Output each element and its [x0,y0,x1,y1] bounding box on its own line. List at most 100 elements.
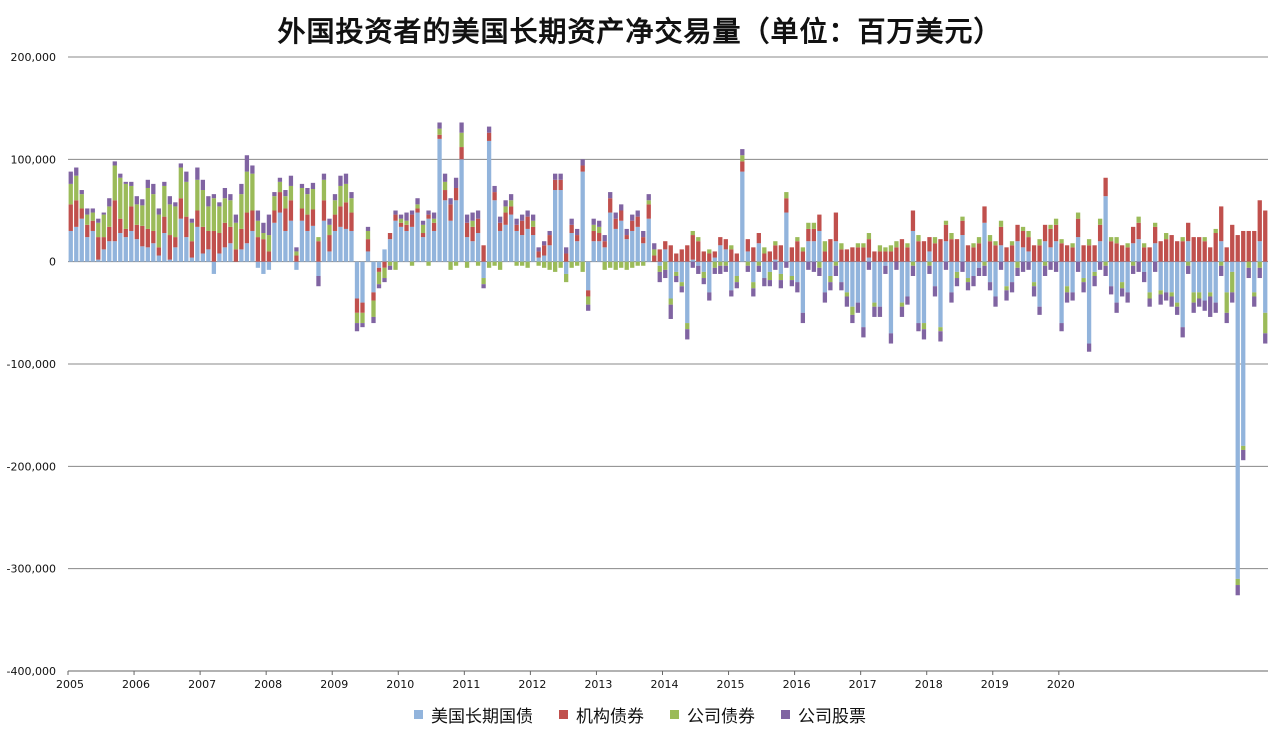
bar-1 [740,161,745,172]
bar-2 [888,245,894,252]
bar-1 [674,253,679,262]
bar-3 [1092,275,1097,287]
bar-2 [167,204,172,236]
bar-2 [360,312,365,324]
bar-1 [800,251,806,262]
bar-1 [1186,222,1191,242]
bar-2 [1202,237,1207,242]
bar-2 [492,261,497,266]
bar-3 [657,271,662,283]
bar-1 [789,247,794,262]
bar-1 [398,222,404,227]
bar-1 [1114,243,1119,262]
bar-0 [206,249,211,262]
bar-2 [1219,261,1224,266]
bar-3 [398,214,404,219]
bar-2 [283,196,288,209]
bar-2 [514,261,519,266]
bar-3 [1042,265,1048,276]
bar-1 [624,235,629,240]
x-tick-label: 2020 [1047,678,1075,691]
bar-2 [74,175,79,201]
bar-3 [987,282,993,291]
bar-1 [630,220,635,231]
bar-2 [211,198,217,231]
bar-2 [751,282,756,289]
bar-3 [883,265,888,274]
bar-0 [1191,261,1196,293]
bar-0 [855,261,861,303]
bar-0 [332,230,338,262]
bar-0 [481,261,486,279]
bar-1 [514,224,519,231]
bar-3 [101,212,106,215]
bar-2 [833,261,839,266]
y-tick-label: 100,000 [11,153,57,166]
bar-2 [872,302,877,307]
bar-0 [525,228,530,262]
bar-3 [597,220,602,227]
bar-1 [1103,177,1108,197]
bar-0 [789,261,794,276]
bar-2 [542,261,547,268]
bar-3 [921,329,927,340]
bar-1 [316,241,321,262]
bar-0 [79,218,84,262]
bar-0 [872,261,877,303]
bar-3 [1075,261,1081,272]
bar-1 [806,228,811,242]
bar-3 [547,230,552,236]
bar-2 [850,306,855,315]
bar-1 [365,239,371,252]
bar-3 [129,181,134,186]
bar-2 [68,183,73,205]
bar-1 [883,251,888,262]
bar-0 [921,261,927,324]
bar-1 [1020,230,1026,248]
bar-0 [927,251,932,262]
bar-2 [481,278,486,285]
bar-1 [773,245,778,260]
bar-3 [409,210,415,215]
bar-3 [211,194,217,199]
bar-0 [536,257,541,262]
bar-3 [1048,261,1053,270]
bar-1 [1026,237,1031,252]
bar-2 [327,224,332,236]
bar-1 [393,214,398,221]
bar-0 [987,261,993,283]
bar-1 [987,241,993,262]
bar-1 [899,239,905,262]
bar-1 [519,220,525,236]
bar-2 [657,265,662,272]
bar-0 [1004,261,1009,287]
bar-0 [729,261,734,291]
bar-2 [151,194,156,231]
bar-3 [542,241,547,246]
bar-3 [602,235,607,242]
bar-0 [283,230,288,262]
bar-1 [921,241,927,262]
bar-2 [580,261,585,272]
bar-2 [762,247,767,254]
bar-0 [982,222,987,262]
legend-item: 机构债券 [559,702,644,727]
bar-1 [1130,226,1136,244]
bar-0 [949,261,954,293]
bar-0 [795,261,800,283]
bar-2 [228,200,233,227]
bar-2 [564,273,569,283]
bar-2 [294,251,299,256]
bar-0 [1130,243,1136,262]
bar-0 [712,257,717,262]
bar-1 [1015,224,1020,242]
bar-2 [1246,261,1251,268]
bar-0 [200,253,206,262]
bar-1 [1213,233,1218,262]
bar-1 [85,224,90,238]
bar-0 [690,259,695,262]
bar-0 [580,171,585,262]
bar-3 [1103,265,1108,276]
bar-0 [1186,241,1191,262]
bar-3 [503,200,508,207]
